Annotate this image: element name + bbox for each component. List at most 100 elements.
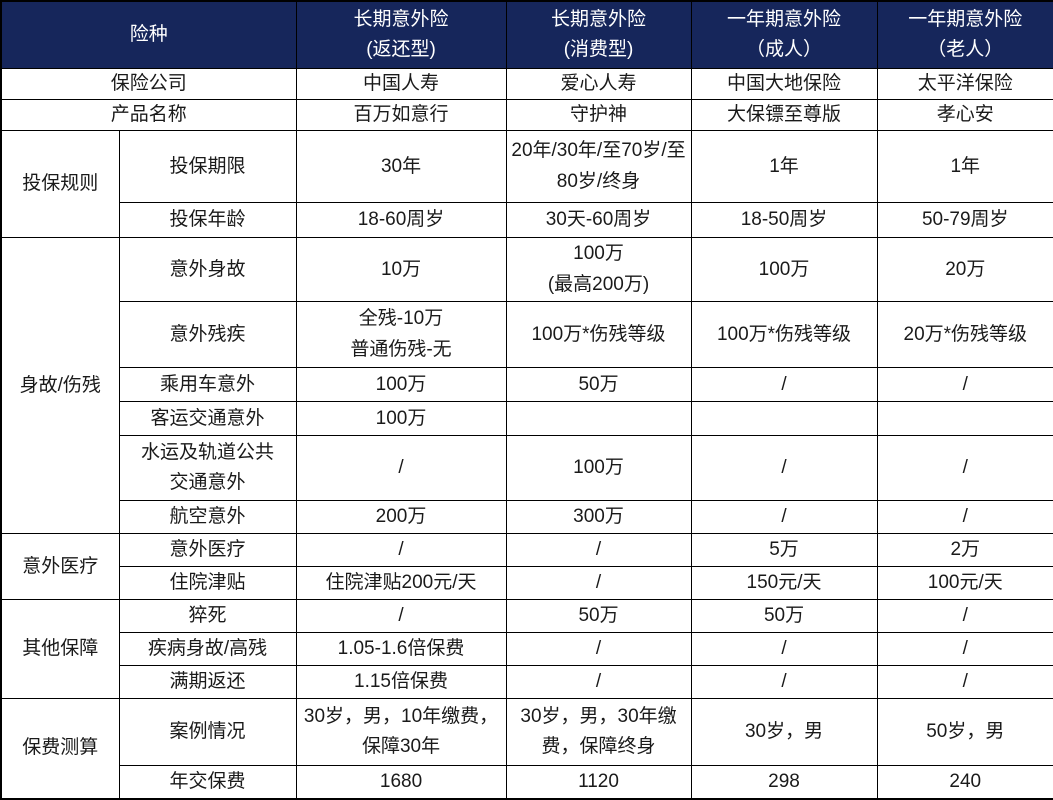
value-cell: 100元/天 — [876, 566, 1053, 601]
value-cell: 100万 — [505, 435, 692, 502]
row-label-accidental-disability: 意外残疾 — [118, 301, 297, 369]
value-cell: 200万 — [295, 500, 507, 535]
group-accident-medical: 意外医疗 — [0, 533, 120, 601]
row-accidental-death: 身故/伤残 意外身故 10万 100万 (最高200万) 100万 20万 — [0, 237, 1053, 535]
header-col-longterm-consumer: 长期意外险 (消费型) — [505, 0, 692, 69]
value-cell: 50岁，男 — [876, 698, 1053, 767]
row-public-transport-accident: 客运交通意外 100万 — [1, 401, 1053, 437]
value-cell: 太平洋保险 — [876, 67, 1053, 100]
value-cell: / — [295, 533, 507, 568]
row-label-hospital-allowance: 住院津贴 — [118, 566, 297, 601]
row-label-water-rail-transport-accident: 水运及轨道公共 交通意外 — [118, 435, 297, 502]
value-cell: 100万*伤残等级 — [690, 301, 878, 369]
value-cell: / — [295, 435, 507, 502]
row-water-rail-transport-accident: 水运及轨道公共 交通意外 / 100万 / / — [1, 435, 1053, 502]
row-case-profile: 保费测算 案例情况 30岁，男，10年缴费，保障30年 30岁，男，30年缴费，… — [0, 698, 1053, 800]
value-cell: 50万 — [505, 599, 692, 634]
value-cell: / — [505, 632, 692, 667]
value-cell: / — [690, 665, 878, 700]
value-cell: 守护神 — [505, 98, 692, 132]
row-maturity-refund: 满期返还 1.15倍保费 / / / — [1, 665, 1053, 700]
value-cell: 1年 — [690, 130, 878, 204]
header-col-longterm-return: 长期意外险 (返还型) — [295, 0, 507, 69]
value-cell: 20万 — [876, 237, 1053, 303]
value-cell: / — [876, 665, 1053, 700]
value-cell: 2万 — [876, 533, 1053, 568]
value-cell: 100万 — [690, 237, 878, 303]
value-cell: 50万 — [505, 367, 692, 403]
value-cell: / — [295, 599, 507, 634]
row-accidental-disability: 意外残疾 全残-10万 普通伤残-无 100万*伤残等级 100万*伤残等级 2… — [1, 301, 1053, 369]
row-label-policy-term: 投保期限 — [118, 130, 297, 204]
value-cell: 全残-10万 普通伤残-无 — [295, 301, 507, 369]
row-label-entry-age: 投保年龄 — [118, 202, 297, 239]
row-policy-term: 投保规则 投保期限 30年 20年/30年/至70岁/至80岁/终身 1年 1年 — [0, 130, 1053, 239]
row-label-aviation-accident: 航空意外 — [118, 500, 297, 535]
value-cell: 18-50周岁 — [690, 202, 878, 239]
row-label-public-transport-accident: 客运交通意外 — [118, 401, 297, 437]
row-header: 险种 长期意外险 (返还型) 长期意外险 (消费型) 一年期意外险 （成人） 一… — [0, 0, 1053, 69]
value-cell: 100万 — [295, 401, 507, 437]
value-cell: 爱心人寿 — [505, 67, 692, 100]
value-cell: / — [690, 632, 878, 667]
value-cell: / — [505, 566, 692, 601]
value-cell: / — [505, 533, 692, 568]
header-col-oneyear-senior: 一年期意外险 （老人） — [876, 0, 1053, 69]
value-cell: 孝心安 — [876, 98, 1053, 132]
value-cell: 中国大地保险 — [690, 67, 878, 100]
value-cell: 30岁，男，10年缴费，保障30年 — [295, 698, 507, 767]
value-cell: 100万*伤残等级 — [505, 301, 692, 369]
group-other-coverage: 其他保障 — [0, 599, 120, 700]
value-cell: 1120 — [505, 765, 692, 800]
value-cell: 30岁，男，30年缴费，保障终身 — [505, 698, 692, 767]
value-cell: 中国人寿 — [295, 67, 507, 100]
group-underwriting-rules: 投保规则 — [0, 130, 120, 239]
value-cell: 100万 (最高200万) — [505, 237, 692, 303]
value-cell: 240 — [876, 765, 1053, 800]
header-risk-type-label: 险种 — [0, 0, 297, 69]
row-sudden-death: 其他保障 猝死 / 50万 50万 / — [0, 599, 1053, 700]
value-cell: 20万*伤残等级 — [876, 301, 1053, 369]
value-cell: 住院津贴200元/天 — [295, 566, 507, 601]
row-hospital-allowance: 住院津贴 住院津贴200元/天 / 150元/天 100元/天 — [1, 566, 1053, 601]
row-accident-medical: 意外医疗 意外医疗 / / 5万 2万 — [0, 533, 1053, 601]
value-cell — [690, 401, 878, 437]
value-cell: 30年 — [295, 130, 507, 204]
value-cell: / — [690, 367, 878, 403]
value-cell — [876, 401, 1053, 437]
row-product-name: 产品名称 百万如意行 守护神 大保镖至尊版 孝心安 — [0, 98, 1053, 132]
value-cell: 20年/30年/至70岁/至80岁/终身 — [505, 130, 692, 204]
value-cell: 18-60周岁 — [295, 202, 507, 239]
row-label-product-name: 产品名称 — [0, 98, 297, 132]
value-cell: 1年 — [876, 130, 1053, 204]
value-cell: 1.05-1.6倍保费 — [295, 632, 507, 667]
row-label-annual-premium: 年交保费 — [118, 765, 297, 800]
value-cell: / — [690, 435, 878, 502]
value-cell: 5万 — [690, 533, 878, 568]
value-cell: 1.15倍保费 — [295, 665, 507, 700]
row-label-sudden-death: 猝死 — [118, 599, 297, 634]
value-cell — [505, 401, 692, 437]
value-cell: / — [876, 500, 1053, 535]
value-cell: / — [876, 435, 1053, 502]
row-illness-death-disability: 疾病身故/高残 1.05-1.6倍保费 / / / — [1, 632, 1053, 667]
row-insurer: 保险公司 中国人寿 爱心人寿 中国大地保险 太平洋保险 — [0, 67, 1053, 100]
value-cell: 30天-60周岁 — [505, 202, 692, 239]
row-label-accidental-death: 意外身故 — [118, 237, 297, 303]
row-label-private-car-accident: 乘用车意外 — [118, 367, 297, 403]
value-cell: 150元/天 — [690, 566, 878, 601]
value-cell: / — [876, 599, 1053, 634]
header-col-oneyear-adult: 一年期意外险 （成人） — [690, 0, 878, 69]
row-label-accident-medical: 意外医疗 — [118, 533, 297, 568]
value-cell: / — [690, 500, 878, 535]
value-cell: 300万 — [505, 500, 692, 535]
value-cell: / — [876, 632, 1053, 667]
value-cell: / — [505, 665, 692, 700]
row-label-case-profile: 案例情况 — [118, 698, 297, 767]
row-label-insurer: 保险公司 — [0, 67, 297, 100]
value-cell: 50万 — [690, 599, 878, 634]
value-cell: 大保镖至尊版 — [690, 98, 878, 132]
value-cell: 50-79周岁 — [876, 202, 1053, 239]
